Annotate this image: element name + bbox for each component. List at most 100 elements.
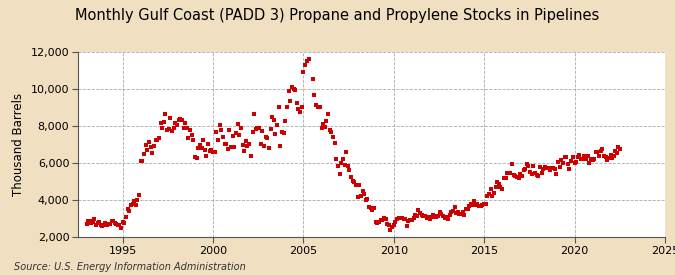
Point — [426, 214, 437, 219]
Point — [383, 223, 394, 227]
Point — [124, 209, 135, 213]
Point — [130, 203, 141, 207]
Point — [173, 117, 184, 122]
Point — [371, 220, 381, 224]
Point — [405, 218, 416, 223]
Point — [365, 205, 376, 210]
Point — [88, 219, 99, 224]
Point — [484, 192, 495, 197]
Point — [244, 142, 254, 146]
Point — [114, 222, 125, 227]
Point — [142, 148, 153, 152]
Point — [487, 194, 497, 198]
Point — [288, 87, 299, 91]
Point — [592, 150, 603, 154]
Point — [357, 189, 368, 193]
Point — [580, 157, 591, 162]
Point — [546, 166, 557, 170]
Point — [474, 204, 485, 208]
Point — [106, 218, 117, 223]
Point — [553, 160, 564, 164]
Point — [551, 172, 562, 176]
Point — [444, 213, 455, 217]
Point — [533, 174, 544, 178]
Point — [155, 121, 166, 125]
Point — [83, 219, 94, 223]
Point — [346, 175, 356, 179]
Point — [594, 154, 605, 158]
Point — [507, 162, 518, 166]
Point — [272, 123, 283, 128]
Point — [281, 105, 292, 109]
Point — [199, 148, 210, 152]
Point — [571, 160, 582, 164]
Point — [436, 212, 447, 216]
Point — [508, 173, 519, 177]
Point — [498, 176, 509, 180]
Point — [536, 170, 547, 175]
Point — [205, 149, 215, 153]
Point — [402, 224, 412, 228]
Point — [549, 167, 560, 171]
Point — [219, 142, 230, 146]
Point — [310, 103, 321, 107]
Point — [579, 153, 590, 158]
Point — [547, 166, 558, 170]
Point — [326, 130, 337, 134]
Point — [390, 220, 401, 224]
Point — [556, 158, 567, 162]
Point — [504, 171, 514, 175]
Point — [446, 210, 457, 215]
Point — [157, 126, 167, 130]
Point — [608, 153, 619, 158]
Point — [521, 162, 532, 166]
Point — [246, 154, 256, 158]
Point — [410, 213, 421, 217]
Point — [339, 163, 350, 167]
Point — [103, 222, 114, 226]
Point — [356, 194, 367, 199]
Point — [493, 182, 504, 186]
Point — [449, 205, 460, 209]
Point — [327, 135, 338, 139]
Point — [520, 166, 531, 171]
Point — [481, 202, 491, 207]
Point — [411, 214, 422, 218]
Point — [208, 150, 219, 155]
Point — [134, 192, 144, 197]
Point — [211, 130, 222, 134]
Point — [302, 59, 313, 64]
Point — [457, 209, 468, 214]
Point — [431, 215, 442, 219]
Point — [599, 153, 610, 158]
Point — [469, 199, 480, 204]
Point — [589, 157, 599, 161]
Point — [280, 119, 291, 123]
Point — [234, 133, 245, 137]
Point — [338, 156, 348, 161]
Point — [145, 145, 156, 150]
Point — [372, 221, 383, 225]
Point — [319, 125, 330, 129]
Point — [273, 105, 284, 109]
Point — [466, 202, 477, 206]
Point — [296, 105, 307, 109]
Point — [240, 138, 251, 143]
Point — [259, 144, 269, 148]
Point — [286, 85, 297, 89]
Point — [591, 150, 601, 155]
Point — [443, 216, 454, 221]
Point — [168, 126, 179, 130]
Point — [535, 165, 545, 169]
Point — [117, 220, 128, 224]
Point — [214, 123, 225, 127]
Point — [305, 46, 316, 50]
Point — [224, 128, 235, 133]
Y-axis label: Thousand Barrels: Thousand Barrels — [12, 93, 25, 196]
Point — [307, 77, 318, 82]
Point — [385, 228, 396, 232]
Point — [375, 218, 386, 222]
Point — [249, 112, 260, 116]
Point — [485, 186, 496, 191]
Point — [359, 191, 370, 196]
